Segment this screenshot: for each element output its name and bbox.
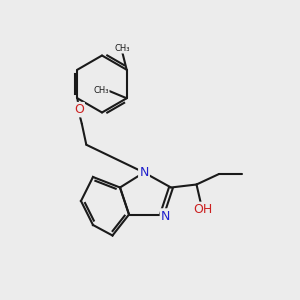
Text: CH₃: CH₃ — [93, 86, 109, 95]
Text: OH: OH — [193, 203, 212, 216]
Text: O: O — [74, 103, 84, 116]
Text: CH₃: CH₃ — [114, 44, 130, 53]
Text: N: N — [139, 166, 149, 179]
Text: N: N — [161, 209, 170, 223]
